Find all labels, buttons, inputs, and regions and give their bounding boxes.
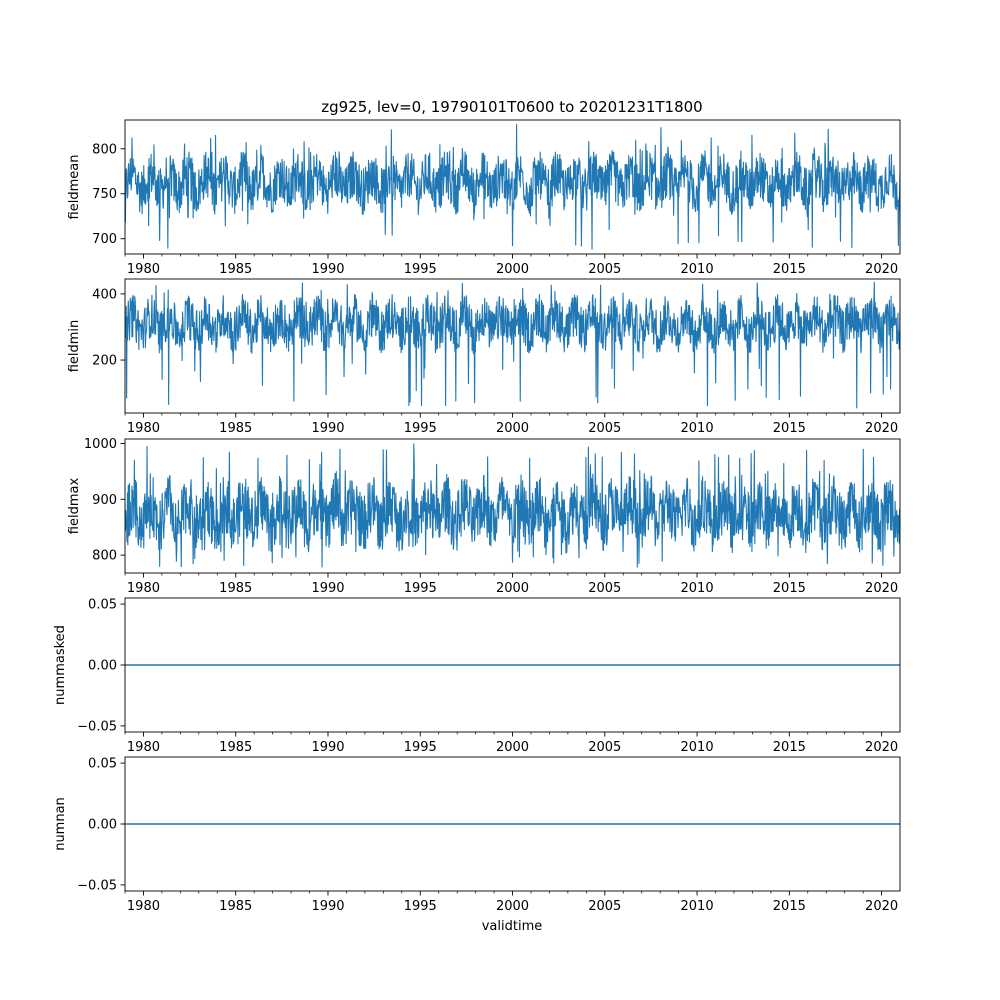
y-tick-label: 0.05 (88, 757, 117, 772)
x-tick-label-2005: 2005 (588, 262, 621, 277)
y-tick-label: 1000 (84, 437, 117, 452)
y-axis-label-numnan: numnan (53, 797, 68, 851)
series-group (125, 443, 900, 568)
x-tick-label-1990: 1990 (311, 899, 344, 914)
x-tick-label-2015: 2015 (773, 740, 806, 755)
x-tick-label-1995: 1995 (404, 421, 437, 436)
x-tick-label-1980: 1980 (127, 899, 160, 914)
x-tick-label-2000: 2000 (496, 581, 529, 596)
x-tick-label-1990: 1990 (311, 262, 344, 277)
y-tick-label: 750 (92, 187, 117, 202)
y-axis-label-fieldmin: fieldmin (67, 320, 82, 373)
x-tick-label-1980: 1980 (127, 740, 160, 755)
y-tick-label: −0.05 (77, 878, 117, 893)
y-tick-label: 800 (92, 549, 117, 564)
x-tick-label-1995: 1995 (404, 581, 437, 596)
x-tick-label-2010: 2010 (681, 262, 714, 277)
x-tick-label-1985: 1985 (219, 421, 252, 436)
y-tick-label: 0.00 (88, 659, 117, 674)
y-tick-label: 200 (92, 354, 117, 369)
x-tick-label-1980: 1980 (127, 421, 160, 436)
subplot-numnan: 1980 1985 1990 1995 2000 2005 2010 2015 2020 −0.0… (53, 756, 901, 914)
x-tick-label-2020: 2020 (865, 262, 898, 277)
x-tick-label-2010: 2010 (681, 421, 714, 436)
x-tick-label-2010: 2010 (681, 581, 714, 596)
x-tick-label-2005: 2005 (588, 899, 621, 914)
y-tick-label: 800 (92, 142, 117, 157)
subplot-fieldmax: 1980 1985 1990 1995 2000 2005 2010 2015 2020 800 9… (67, 437, 901, 596)
figure-title: zg925, lev=0, 19790101T0600 to 20201231T… (321, 98, 702, 116)
series-group (125, 124, 900, 250)
subplot-fieldmin: 1980 1985 1990 1995 2000 2005 2010 2015 2020 200 4… (67, 278, 901, 436)
x-tick-label-2005: 2005 (588, 740, 621, 755)
x-tick-label-2015: 2015 (773, 262, 806, 277)
y-axis-label-nummasked: nummasked (53, 625, 68, 705)
x-tick-label-2000: 2000 (496, 262, 529, 277)
y-axis-label-fieldmax: fieldmax (67, 478, 82, 535)
x-tick-label-1990: 1990 (311, 421, 344, 436)
x-tick-label-2005: 2005 (588, 581, 621, 596)
x-tick-label-2015: 2015 (773, 421, 806, 436)
x-tick-label-1990: 1990 (311, 581, 344, 596)
y-tick-label: 400 (92, 287, 117, 302)
x-tick-label-1985: 1985 (219, 899, 252, 914)
x-tick-label-2000: 2000 (496, 740, 529, 755)
y-tick-label: −0.05 (77, 719, 117, 734)
y-tick-label: 700 (92, 232, 117, 247)
y-tick-label: 0.05 (88, 598, 117, 613)
x-tick-label-1990: 1990 (311, 740, 344, 755)
series-line-fieldmean (125, 124, 900, 250)
y-axis-label-fieldmean: fieldmean (67, 155, 82, 220)
x-tick-label-2015: 2015 (773, 899, 806, 914)
x-tick-label-1985: 1985 (219, 740, 252, 755)
series-line-fieldmin (125, 281, 900, 409)
x-tick-label-2010: 2010 (681, 899, 714, 914)
x-tick-label-1995: 1995 (404, 740, 437, 755)
subplot-nummasked: 1980 1985 1990 1995 2000 2005 2010 2015 2020 −0.0… (53, 597, 901, 755)
y-tick-label: 0.00 (88, 818, 117, 833)
x-tick-label-2000: 2000 (496, 899, 529, 914)
x-tick-label-1985: 1985 (219, 262, 252, 277)
x-tick-label-2015: 2015 (773, 581, 806, 596)
x-tick-label-1980: 1980 (127, 581, 160, 596)
series-line-fieldmax (125, 443, 900, 568)
series-group (125, 281, 900, 409)
x-tick-label-2020: 2020 (865, 421, 898, 436)
subplots: 1980 1985 1990 1995 2000 2005 2010 2015 2020 700 7… (53, 119, 901, 914)
x-tick-label-2010: 2010 (681, 740, 714, 755)
x-tick-label-1995: 1995 (404, 262, 437, 277)
x-tick-label-2020: 2020 (865, 740, 898, 755)
x-tick-label-2020: 2020 (865, 899, 898, 914)
x-tick-label-1995: 1995 (404, 899, 437, 914)
x-tick-label-1985: 1985 (219, 581, 252, 596)
x-tick-label-1980: 1980 (127, 262, 160, 277)
x-tick-label-2000: 2000 (496, 421, 529, 436)
x-tick-label-2005: 2005 (588, 421, 621, 436)
subplot-fieldmean: 1980 1985 1990 1995 2000 2005 2010 2015 2020 700 7… (67, 119, 901, 277)
x-axis-label: validtime (482, 919, 543, 934)
y-tick-label: 900 (92, 493, 117, 508)
x-tick-label-2020: 2020 (865, 581, 898, 596)
